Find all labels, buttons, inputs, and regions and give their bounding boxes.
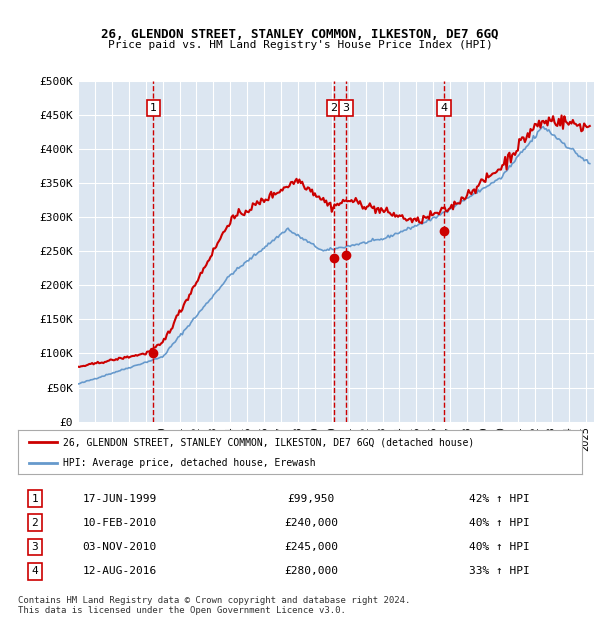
Text: 17-JUN-1999: 17-JUN-1999 (82, 494, 157, 503)
Text: 4: 4 (440, 103, 448, 113)
Text: 42% ↑ HPI: 42% ↑ HPI (469, 494, 530, 503)
Text: 40% ↑ HPI: 40% ↑ HPI (469, 542, 530, 552)
Text: £240,000: £240,000 (284, 518, 338, 528)
Text: 1: 1 (150, 103, 157, 113)
Text: £280,000: £280,000 (284, 566, 338, 577)
Text: 33% ↑ HPI: 33% ↑ HPI (469, 566, 530, 577)
Text: 03-NOV-2010: 03-NOV-2010 (82, 542, 157, 552)
Text: 3: 3 (32, 542, 38, 552)
Text: Price paid vs. HM Land Registry's House Price Index (HPI): Price paid vs. HM Land Registry's House … (107, 40, 493, 50)
Text: 10-FEB-2010: 10-FEB-2010 (82, 518, 157, 528)
Text: 2: 2 (32, 518, 38, 528)
Text: £99,950: £99,950 (287, 494, 335, 503)
Text: This data is licensed under the Open Government Licence v3.0.: This data is licensed under the Open Gov… (18, 606, 346, 616)
Text: 3: 3 (343, 103, 349, 113)
Text: 26, GLENDON STREET, STANLEY COMMON, ILKESTON, DE7 6GQ (detached house): 26, GLENDON STREET, STANLEY COMMON, ILKE… (63, 437, 475, 447)
Text: £245,000: £245,000 (284, 542, 338, 552)
Text: 26, GLENDON STREET, STANLEY COMMON, ILKESTON, DE7 6GQ: 26, GLENDON STREET, STANLEY COMMON, ILKE… (101, 28, 499, 41)
Text: 2: 2 (330, 103, 337, 113)
Text: Contains HM Land Registry data © Crown copyright and database right 2024.: Contains HM Land Registry data © Crown c… (18, 596, 410, 606)
Text: 4: 4 (32, 566, 38, 577)
Text: 12-AUG-2016: 12-AUG-2016 (82, 566, 157, 577)
Text: HPI: Average price, detached house, Erewash: HPI: Average price, detached house, Erew… (63, 458, 316, 468)
Text: 1: 1 (32, 494, 38, 503)
Text: 40% ↑ HPI: 40% ↑ HPI (469, 518, 530, 528)
